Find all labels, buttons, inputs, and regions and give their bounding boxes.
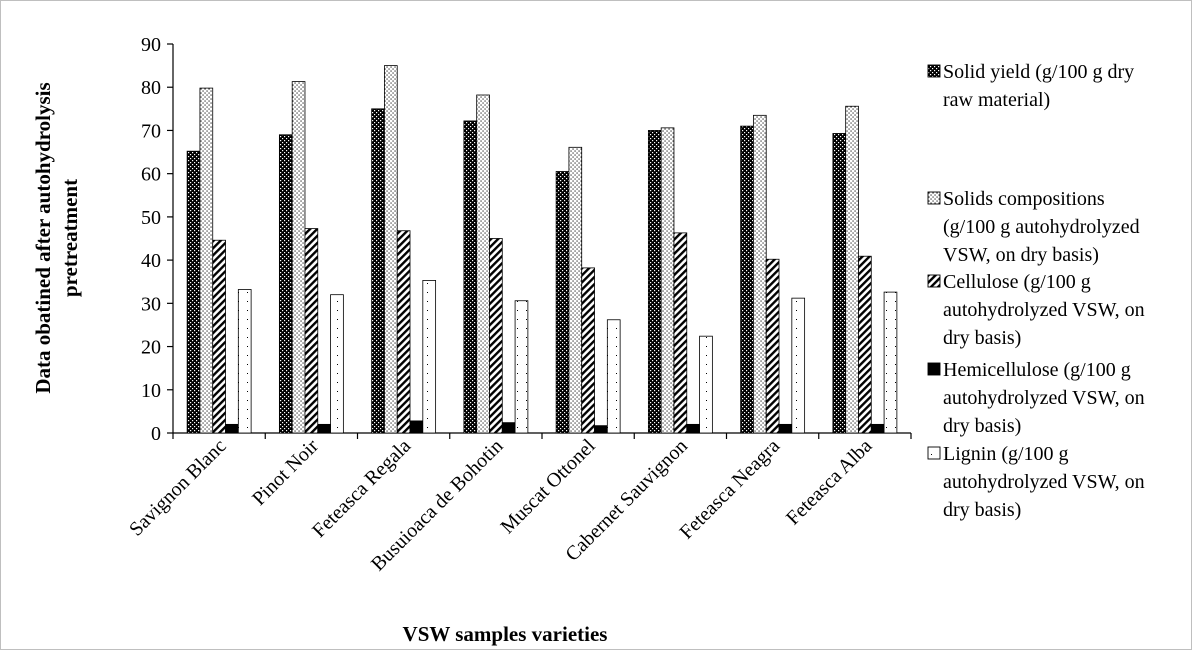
bar bbox=[371, 108, 385, 434]
x-tick-label: Pinot Noir bbox=[248, 435, 323, 510]
bar bbox=[237, 289, 252, 434]
bar bbox=[581, 267, 595, 434]
y-tick-label: 30 bbox=[141, 293, 161, 315]
bar bbox=[501, 422, 516, 434]
y-tick-label: 10 bbox=[141, 380, 161, 402]
x-tick-label: Feteasca Alba bbox=[782, 435, 877, 530]
bar bbox=[832, 133, 847, 434]
legend-label: Cellulose (g/100 g autohydrolyzed VSW, on… bbox=[943, 271, 1145, 349]
bar bbox=[199, 87, 214, 434]
bar bbox=[778, 423, 793, 434]
x-tick-label: Savignon Blanc bbox=[125, 435, 231, 541]
bar bbox=[606, 319, 621, 434]
legend-label: Solid yield (g/100 g dry raw material) bbox=[943, 61, 1134, 111]
bar bbox=[740, 125, 754, 434]
bar bbox=[396, 230, 411, 434]
plot-area: 0 10 20 30 40 50 60 70 80 90 Savignon Blanc Pinot N… bbox=[125, 34, 912, 575]
x-tick-label: Muscat Ottonel bbox=[496, 435, 599, 538]
bar bbox=[765, 258, 780, 434]
bar bbox=[212, 239, 226, 434]
legend-entry: Cellulose (g/100 g autohydrolyzed VSW, on… bbox=[927, 271, 1145, 349]
y-tick-label: 80 bbox=[141, 77, 161, 99]
legend-entry: Lignin (g/100 g autohydrolyzed VSW, on dry… bbox=[927, 443, 1145, 521]
bar bbox=[291, 81, 306, 434]
legend-entry: Hemicellulose (g/100 g autohydrolyzed VSW… bbox=[927, 359, 1145, 437]
legend-label: Hemicellulose (g/100 g autohydrolyzed VSW… bbox=[943, 359, 1145, 437]
bar bbox=[594, 425, 608, 434]
bar bbox=[791, 297, 806, 434]
y-tick-label: 60 bbox=[141, 164, 161, 186]
y-tick-label: 50 bbox=[141, 207, 161, 229]
bar bbox=[858, 255, 872, 434]
legend: Solid yield (g/100 g dry raw material) Sol… bbox=[927, 61, 1145, 521]
y-tick-label: 90 bbox=[141, 34, 161, 56]
legend-swatch bbox=[927, 191, 941, 205]
bar bbox=[463, 120, 478, 434]
bar bbox=[278, 134, 293, 434]
bar bbox=[422, 280, 437, 434]
bar bbox=[384, 65, 398, 434]
bar bbox=[555, 171, 570, 434]
bar bbox=[225, 423, 239, 434]
bar bbox=[409, 420, 424, 434]
bar bbox=[304, 228, 319, 434]
bar bbox=[514, 300, 529, 434]
legend-swatch bbox=[927, 446, 941, 460]
bar bbox=[673, 232, 688, 434]
bar bbox=[476, 94, 490, 434]
legend-label: Solids compositions (g/100 g autohydrolyz… bbox=[943, 188, 1140, 266]
bar bbox=[686, 423, 700, 434]
legend-swatch bbox=[927, 64, 941, 78]
y-tick-label: 0 bbox=[151, 423, 161, 445]
legend-label: Lignin (g/100 g autohydrolyzed VSW, on dry… bbox=[943, 443, 1145, 521]
bar bbox=[330, 294, 344, 434]
legend-swatch bbox=[927, 362, 941, 376]
bar bbox=[317, 423, 331, 434]
bar bbox=[845, 105, 859, 434]
bar bbox=[883, 291, 898, 434]
y-tick-label: 70 bbox=[141, 120, 161, 142]
bar bbox=[647, 130, 662, 434]
bar bbox=[186, 150, 201, 434]
x-axis-title: VSW samples varieties bbox=[403, 622, 608, 646]
bar bbox=[753, 114, 767, 434]
legend-entry: Solid yield (g/100 g dry raw material) bbox=[927, 61, 1134, 111]
y-tick-label: 40 bbox=[141, 250, 161, 272]
bar bbox=[489, 238, 503, 434]
legend-swatch bbox=[927, 274, 941, 288]
x-tick-label: Feteasca Regala bbox=[308, 435, 415, 542]
bar bbox=[699, 335, 713, 434]
bar bbox=[568, 146, 583, 434]
y-axis-title: Data obatined after autohydrolysis pretre… bbox=[31, 82, 82, 393]
x-tick-label: Feteasca Neagra bbox=[676, 435, 785, 544]
bar bbox=[870, 423, 885, 434]
bar bbox=[660, 127, 675, 434]
legend-entry: Solids compositions (g/100 g autohydrolyz… bbox=[927, 188, 1140, 266]
y-tick-label: 20 bbox=[141, 337, 161, 359]
